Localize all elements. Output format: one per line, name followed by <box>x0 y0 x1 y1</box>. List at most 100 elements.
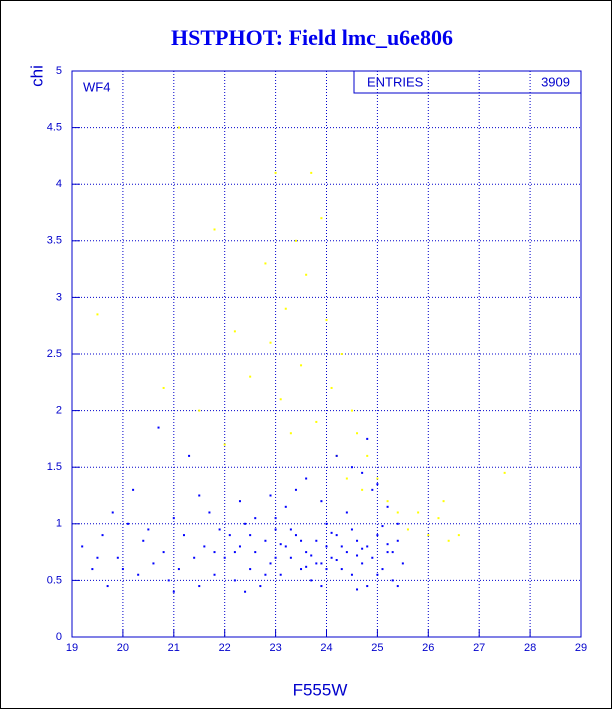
point <box>401 562 404 565</box>
y-tick-label: 3 <box>56 291 62 303</box>
point <box>294 534 297 537</box>
point <box>269 341 272 344</box>
x-tick-label: 23 <box>269 642 281 654</box>
point <box>366 545 369 548</box>
point <box>330 386 333 389</box>
point <box>198 409 201 412</box>
point <box>386 500 389 503</box>
point <box>254 551 257 554</box>
point <box>376 477 379 480</box>
point <box>381 525 384 528</box>
point <box>213 573 216 576</box>
point <box>335 559 338 562</box>
chart-title: HSTPHOT: Field lmc_u6e806 <box>171 25 453 50</box>
point <box>381 568 384 571</box>
point <box>356 554 359 557</box>
point <box>233 579 236 582</box>
point <box>193 556 196 559</box>
point <box>396 539 399 542</box>
point <box>386 505 389 508</box>
point <box>284 505 287 508</box>
point <box>274 517 277 520</box>
point <box>289 528 292 531</box>
x-axis-label: F555W <box>293 680 348 699</box>
point <box>386 543 389 546</box>
point <box>203 545 206 548</box>
point <box>305 477 308 480</box>
point <box>300 539 303 542</box>
x-tick-label: 26 <box>422 642 434 654</box>
point <box>162 551 165 554</box>
point <box>274 556 277 559</box>
point <box>315 562 318 565</box>
point <box>223 443 226 446</box>
point <box>126 522 129 525</box>
y-tick-label: 4 <box>56 178 62 190</box>
point <box>350 573 353 576</box>
point <box>366 454 369 457</box>
point <box>238 545 241 548</box>
y-tick-label: 1.5 <box>47 461 62 473</box>
point <box>406 528 409 531</box>
point <box>264 539 267 542</box>
y-tick-label: 5 <box>56 65 62 77</box>
x-tick-label: 21 <box>168 642 180 654</box>
point <box>330 531 333 534</box>
plot-frame <box>71 70 582 638</box>
point <box>177 126 180 129</box>
annotation: WF4 <box>83 79 110 94</box>
point <box>116 556 119 559</box>
point <box>320 217 323 220</box>
point <box>152 562 155 565</box>
point <box>391 551 394 554</box>
point <box>300 568 303 571</box>
y-tick-label: 4.5 <box>47 122 62 134</box>
point <box>503 471 506 474</box>
point <box>335 454 338 457</box>
point <box>310 579 313 582</box>
point <box>289 556 292 559</box>
point <box>361 471 364 474</box>
y-tick-label: 3.5 <box>47 235 62 247</box>
point <box>315 539 318 542</box>
point <box>391 579 394 582</box>
point <box>442 500 445 503</box>
point <box>167 579 170 582</box>
point <box>320 585 323 588</box>
point <box>320 562 323 565</box>
point <box>188 454 191 457</box>
point <box>177 568 180 571</box>
x-tick-label: 27 <box>473 642 485 654</box>
point <box>96 556 99 559</box>
point <box>325 568 328 571</box>
point <box>396 511 399 514</box>
point <box>310 171 313 174</box>
point <box>305 565 308 568</box>
point <box>132 488 135 491</box>
point <box>361 562 364 565</box>
point <box>376 573 379 576</box>
point <box>325 545 328 548</box>
point <box>121 568 124 571</box>
y-tick-label: 0.5 <box>47 574 62 586</box>
point <box>320 500 323 503</box>
point <box>396 522 399 525</box>
x-tick-label: 28 <box>524 642 536 654</box>
point <box>294 239 297 242</box>
point <box>371 556 374 559</box>
stats-value: 3909 <box>541 74 570 89</box>
point <box>274 528 277 531</box>
point <box>289 432 292 435</box>
point <box>345 551 348 554</box>
point <box>361 488 364 491</box>
point <box>386 551 389 554</box>
point <box>218 528 221 531</box>
point <box>305 273 308 276</box>
point <box>244 590 247 593</box>
point <box>147 528 150 531</box>
point <box>213 228 216 231</box>
x-tick-label: 25 <box>371 642 383 654</box>
point <box>345 477 348 480</box>
point <box>142 539 145 542</box>
point <box>356 588 359 591</box>
